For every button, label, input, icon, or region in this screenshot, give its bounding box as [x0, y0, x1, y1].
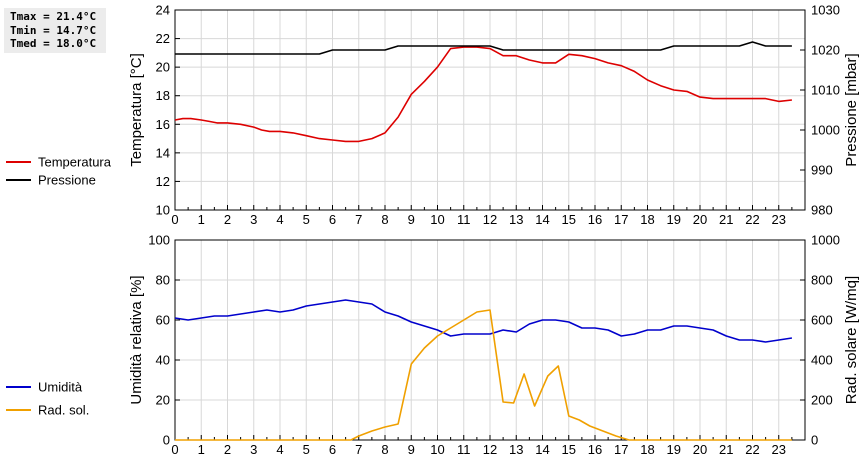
y2-tick-label: 1030: [811, 3, 840, 18]
x-tick-label: 17: [614, 212, 628, 227]
x-tick-label: 18: [640, 442, 654, 457]
x-tick-label: 0: [171, 212, 178, 227]
y2-tick-label: 1010: [811, 83, 840, 98]
y-tick-label: 24: [156, 3, 170, 18]
y2-tick-label: 200: [811, 393, 833, 408]
x-tick-label: 18: [640, 212, 654, 227]
x-tick-label: 4: [276, 212, 283, 227]
x-tick-label: 0: [171, 442, 178, 457]
x-tick-label: 21: [719, 442, 733, 457]
x-tick-label: 7: [355, 442, 362, 457]
y2-tick-label: 600: [811, 313, 833, 328]
y-axis-title: Temperatura [°C]: [128, 53, 145, 167]
y-tick-label: 100: [148, 233, 170, 248]
y-tick-label: 60: [156, 313, 170, 328]
y-tick-label: 40: [156, 353, 170, 368]
x-tick-label: 2: [224, 442, 231, 457]
x-tick-label: 8: [381, 442, 388, 457]
x-tick-label: 23: [772, 212, 786, 227]
x-tick-label: 10: [430, 442, 444, 457]
y-tick-label: 16: [156, 117, 170, 132]
x-tick-label: 13: [509, 442, 523, 457]
x-tick-label: 2: [224, 212, 231, 227]
x-tick-label: 14: [535, 442, 549, 457]
series-line-pressione: [175, 41, 792, 55]
series-line-rad-sol-: [175, 309, 792, 441]
y-axis-title: Umidità relativa [%]: [128, 275, 145, 404]
x-tick-label: 20: [693, 212, 707, 227]
x-tick-label: 15: [562, 442, 576, 457]
tmed-text: Tmed = 18.0°C: [10, 37, 97, 50]
y2-tick-label: 1000: [811, 123, 840, 138]
x-tick-label: 7: [355, 212, 362, 227]
x-tick-label: 6: [329, 442, 336, 457]
x-tick-label: 12: [483, 212, 497, 227]
x-tick-label: 13: [509, 212, 523, 227]
y-tick-label: 0: [163, 433, 170, 448]
x-tick-label: 19: [667, 212, 681, 227]
x-tick-label: 17: [614, 442, 628, 457]
x-tick-label: 11: [457, 442, 471, 457]
x-tick-label: 10: [430, 212, 444, 227]
y2-tick-label: 980: [811, 203, 833, 218]
x-tick-label: 11: [457, 212, 471, 227]
x-tick-label: 20: [693, 442, 707, 457]
x-tick-label: 16: [588, 212, 602, 227]
x-tick-label: 9: [408, 212, 415, 227]
y2-tick-label: 1020: [811, 43, 840, 58]
y-tick-label: 20: [156, 393, 170, 408]
legend-label: Pressione: [38, 173, 96, 188]
x-tick-label: 4: [276, 442, 283, 457]
y-tick-label: 80: [156, 273, 170, 288]
y-tick-label: 20: [156, 60, 170, 75]
series-line-temperatura: [174, 46, 792, 143]
y-tick-label: 12: [156, 174, 170, 189]
y2-axis-title: Rad. solare [W/mq]: [843, 276, 860, 404]
x-tick-label: 19: [667, 442, 681, 457]
y2-tick-label: 0: [811, 433, 818, 448]
tmin-text: Tmin = 14.7°C: [10, 23, 97, 37]
x-tick-label: 14: [535, 212, 549, 227]
x-tick-label: 16: [588, 442, 602, 457]
x-tick-label: 1: [198, 212, 205, 227]
x-tick-label: 3: [250, 212, 257, 227]
x-tick-label: 5: [303, 212, 310, 227]
x-tick-label: 23: [772, 442, 786, 457]
y-tick-label: 18: [156, 88, 170, 103]
x-tick-label: 6: [329, 212, 336, 227]
x-tick-label: 21: [719, 212, 733, 227]
legend-label: Rad. sol.: [38, 403, 89, 418]
y2-tick-label: 400: [811, 353, 833, 368]
x-tick-label: 22: [745, 442, 759, 457]
x-tick-label: 22: [745, 212, 759, 227]
y2-tick-label: 990: [811, 163, 833, 178]
x-tick-label: 15: [562, 212, 576, 227]
y-tick-label: 14: [156, 145, 170, 160]
tmax-text: Tmax = 21.4°C: [10, 10, 97, 23]
x-tick-label: 3: [250, 442, 257, 457]
series-line-umidit-: [174, 299, 793, 343]
y2-axis-title: Pressione [mbar]: [843, 53, 860, 166]
y-tick-label: 10: [156, 203, 170, 218]
x-tick-label: 12: [483, 442, 497, 457]
legend-label: Umidità: [38, 380, 83, 395]
stats-box: Tmax = 21.4°C Tmin = 14.7°C Tmed = 18.0°…: [4, 8, 106, 53]
legend-label: Temperatura: [38, 155, 112, 170]
y2-tick-label: 1000: [811, 233, 840, 248]
x-tick-label: 1: [198, 442, 205, 457]
x-tick-label: 5: [303, 442, 310, 457]
y-tick-label: 22: [156, 31, 170, 46]
y2-tick-label: 800: [811, 273, 833, 288]
x-tick-label: 9: [408, 442, 415, 457]
x-tick-label: 8: [381, 212, 388, 227]
